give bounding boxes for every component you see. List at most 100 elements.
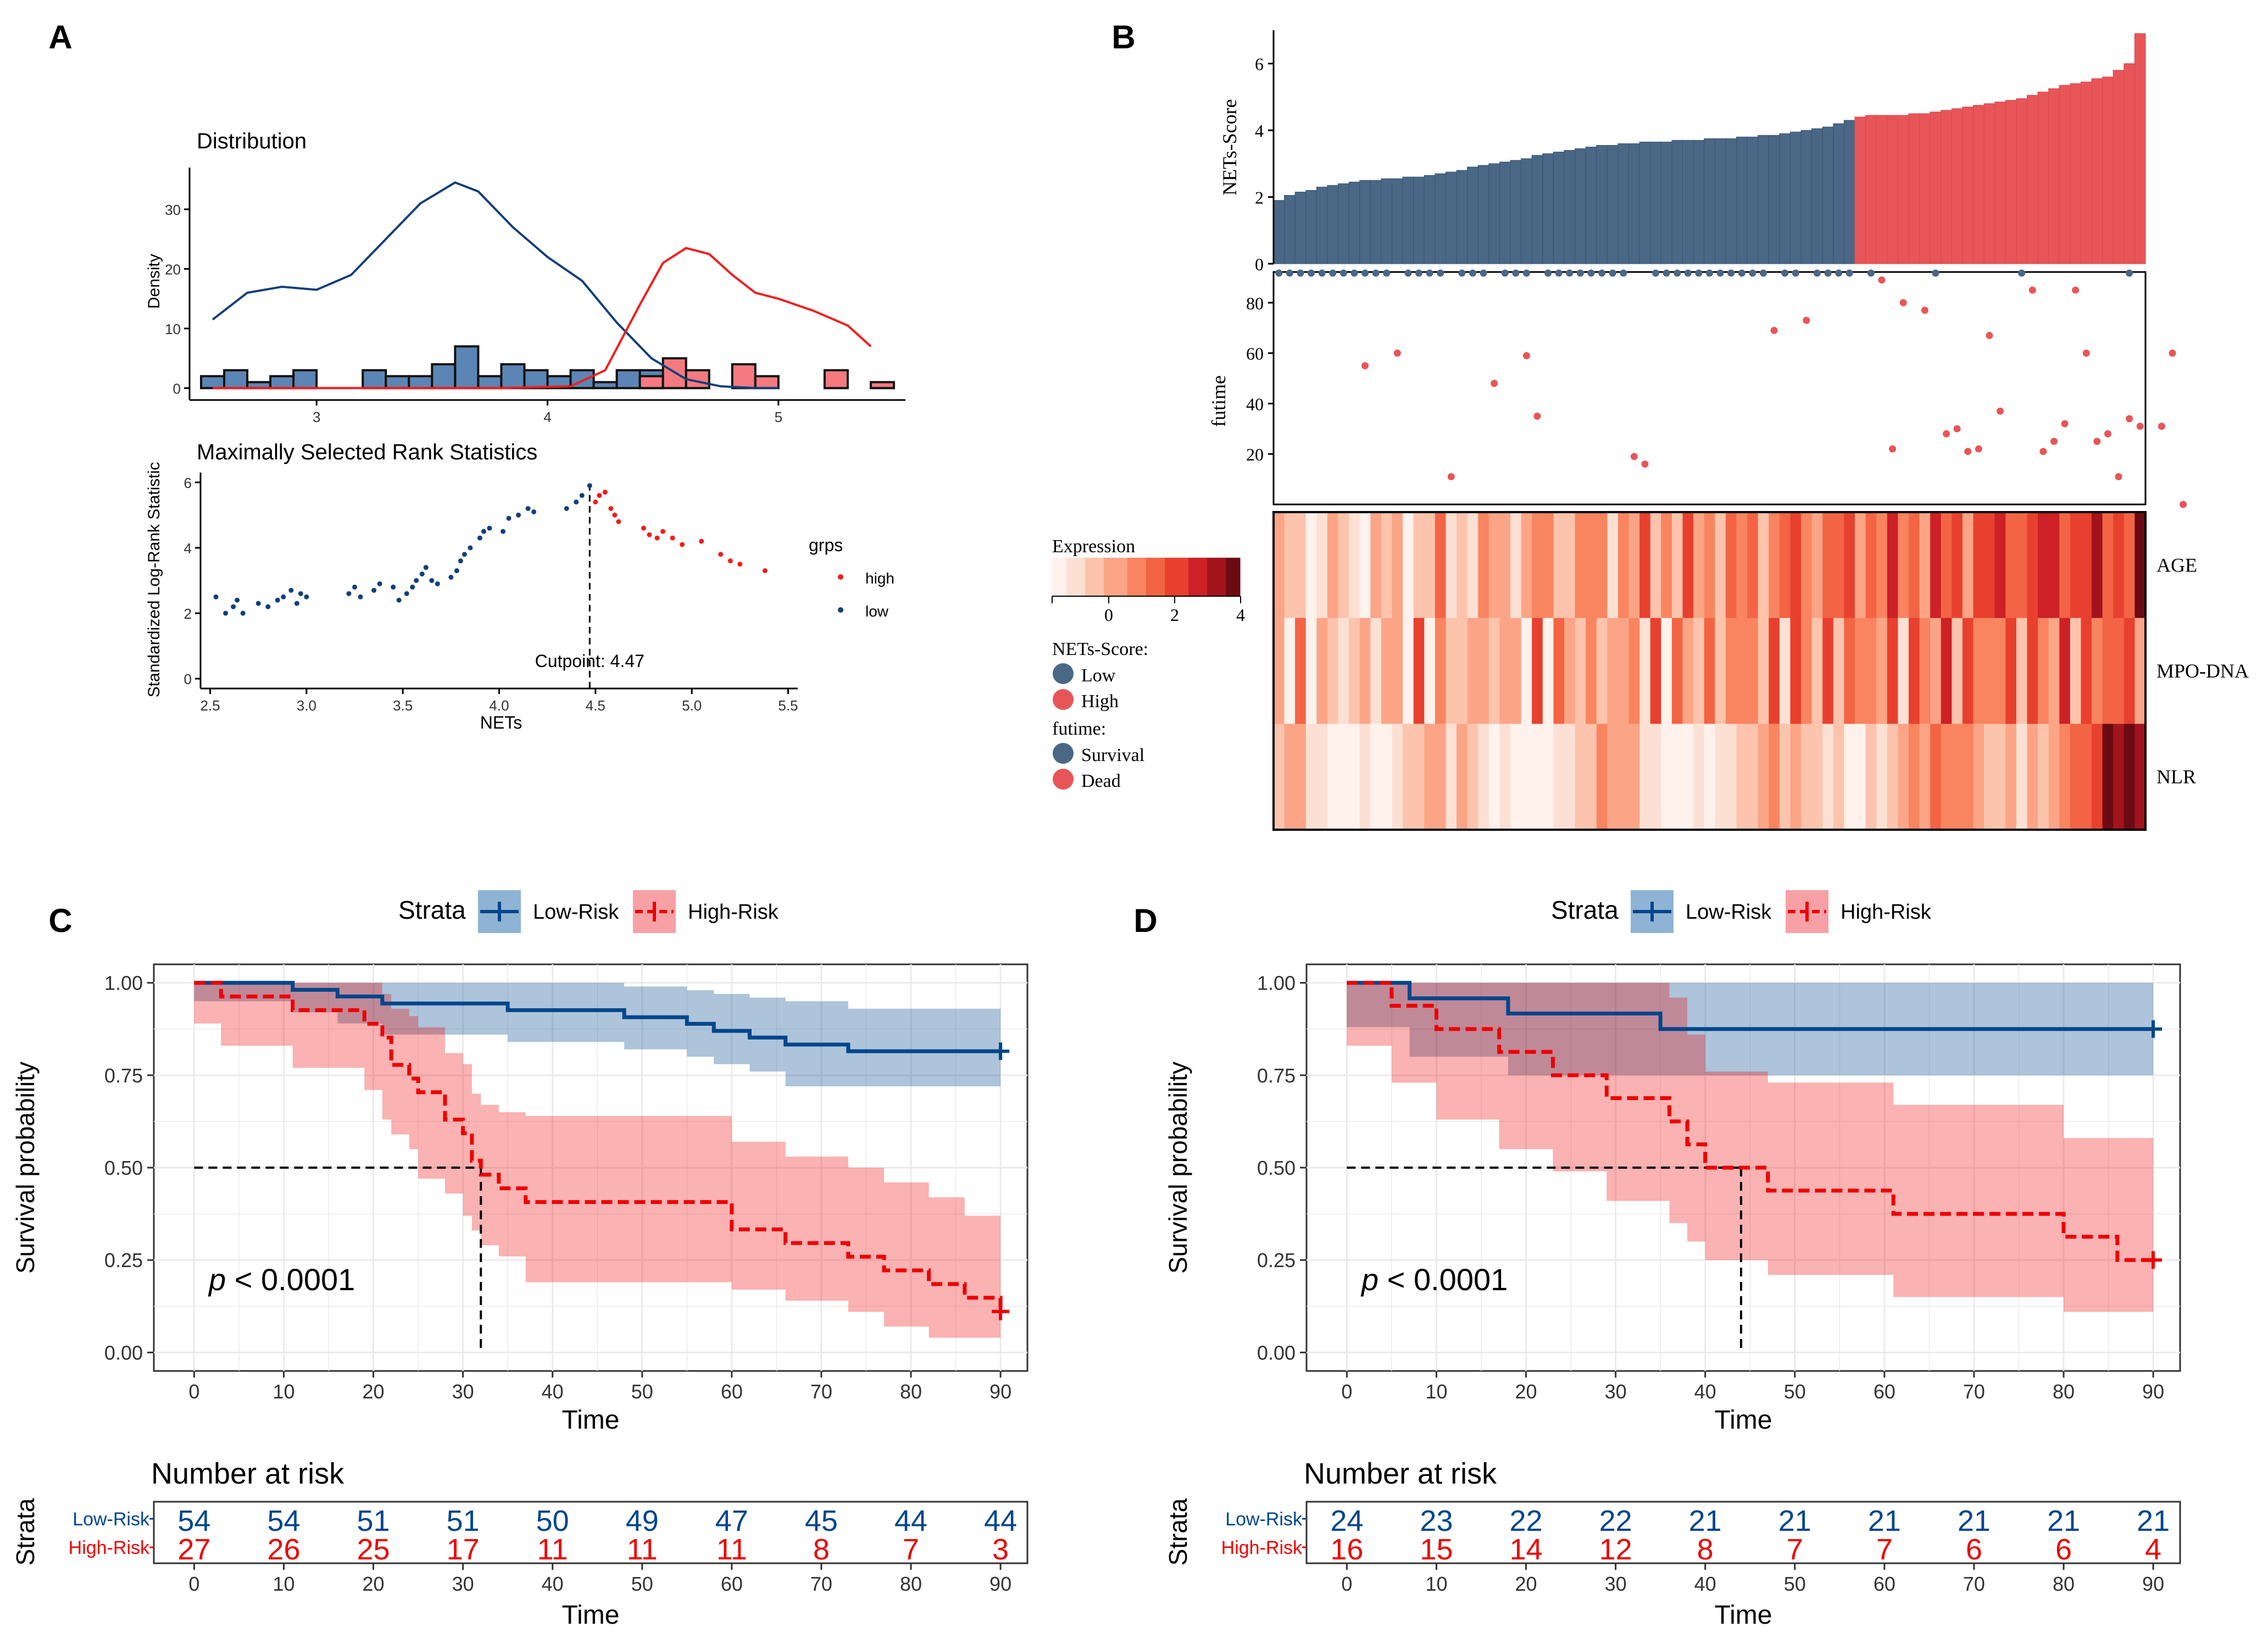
gradient-step bbox=[1057, 558, 1062, 596]
x-tick-label: 40 bbox=[542, 1380, 564, 1403]
dead-point bbox=[1889, 445, 1897, 453]
heatmap-cell bbox=[2113, 618, 2125, 724]
y-tick-label: 0.25 bbox=[1257, 1249, 1296, 1271]
heatmap-cell bbox=[1499, 512, 1511, 619]
gradient-step bbox=[1113, 558, 1119, 596]
point-low bbox=[423, 565, 429, 570]
score-bar bbox=[1811, 128, 1823, 264]
score-bar bbox=[1284, 195, 1296, 264]
gradient-step bbox=[1150, 558, 1156, 596]
heatmap-cell bbox=[2038, 724, 2049, 830]
y-tick-label: 60 bbox=[1246, 344, 1264, 364]
gradient-step bbox=[1066, 558, 1071, 596]
heatmap-cell bbox=[1478, 618, 1489, 724]
heatmap-cell bbox=[1941, 618, 1952, 724]
x-tick-label: 5 bbox=[775, 409, 782, 425]
risk-table-title: Number at risk bbox=[151, 1457, 344, 1490]
x-tick-label: 30 bbox=[1605, 1573, 1627, 1595]
survival-point bbox=[1749, 269, 1756, 277]
heatmap-cell bbox=[1510, 512, 1522, 619]
score-bar bbox=[1843, 120, 1855, 264]
legend-title: Strata bbox=[398, 896, 466, 924]
heatmap-cell bbox=[1747, 512, 1759, 619]
point-low bbox=[213, 594, 219, 599]
x-tick-label: 3 bbox=[313, 409, 320, 425]
dead-point bbox=[2050, 437, 2058, 445]
risk-count-high: 11 bbox=[716, 1533, 747, 1566]
curve-low-risk bbox=[194, 981, 1001, 1053]
score-bar bbox=[1575, 148, 1586, 264]
heatmap-cell bbox=[1865, 618, 1877, 724]
risk-count-low: 44 bbox=[894, 1504, 927, 1537]
risk-count-high: 12 bbox=[1599, 1533, 1632, 1566]
score-bar bbox=[1876, 115, 1888, 264]
x-tick-label: 5.0 bbox=[682, 697, 702, 714]
score-bar bbox=[1650, 141, 1661, 264]
heatmap-cell bbox=[1359, 618, 1371, 724]
heatmap-cell bbox=[2102, 724, 2114, 830]
heatmap-cell bbox=[1424, 618, 1436, 724]
survival-point bbox=[2018, 269, 2026, 277]
y-tick-label: 40 bbox=[1246, 394, 1264, 414]
legend-title: Strata bbox=[1551, 896, 1619, 924]
heatmap-cell bbox=[1446, 724, 1457, 830]
heatmap-cell bbox=[1338, 724, 1349, 830]
x-tick-label: 20 bbox=[363, 1573, 385, 1595]
legend-expression-title: Expression bbox=[1052, 536, 1135, 557]
x-tick-label: 80 bbox=[2053, 1380, 2075, 1403]
heatmap-cell bbox=[1542, 618, 1554, 724]
survival-point bbox=[1684, 269, 1692, 277]
point-low bbox=[414, 578, 419, 583]
heatmap-cell bbox=[2027, 724, 2038, 830]
y-tick-label: 30 bbox=[165, 202, 181, 218]
dead-point bbox=[1361, 362, 1369, 370]
heatmap-cell bbox=[1919, 512, 1931, 619]
heatmap-cell bbox=[1349, 512, 1360, 619]
score-bar bbox=[1887, 115, 1898, 264]
y-tick-label: 0 bbox=[1255, 254, 1264, 274]
x-tick-label: 4.0 bbox=[489, 697, 509, 714]
heatmap-cell bbox=[1553, 618, 1565, 724]
heatmap-cell bbox=[1617, 724, 1630, 830]
heatmap-cell bbox=[2005, 512, 2017, 619]
x-tick-label: 5.5 bbox=[778, 697, 798, 714]
panel-label: D bbox=[1133, 902, 1157, 939]
heatmap-cell bbox=[1532, 618, 1543, 724]
score-bar bbox=[2124, 63, 2135, 264]
risk-count-low: 22 bbox=[1599, 1504, 1632, 1537]
gradient-tick-label: 4 bbox=[1236, 605, 1245, 625]
point-low bbox=[255, 601, 261, 606]
point-high bbox=[608, 506, 614, 511]
heatmap-cell bbox=[1962, 618, 1974, 724]
dead-point bbox=[2082, 349, 2090, 357]
score-bar bbox=[1477, 165, 1489, 264]
score-bar bbox=[1951, 108, 1963, 264]
x-tick-label: 0 bbox=[1341, 1380, 1352, 1403]
survival-point bbox=[1566, 269, 1574, 277]
heatmap-cell bbox=[1392, 512, 1403, 619]
dead-point bbox=[2104, 430, 2111, 438]
survival-point bbox=[1458, 269, 1466, 277]
heatmap-cell bbox=[1693, 724, 1705, 830]
hist-bar-low bbox=[362, 369, 387, 390]
y-tick-label: 10 bbox=[165, 321, 181, 337]
risk-count-high: 7 bbox=[1787, 1533, 1803, 1566]
score-bar bbox=[1833, 123, 1844, 264]
legend-label-low: Low bbox=[1081, 665, 1116, 686]
risk-count-low: 21 bbox=[1958, 1504, 1991, 1537]
score-bar bbox=[1822, 126, 1834, 264]
risk-count-high: 25 bbox=[357, 1533, 390, 1566]
survival-point bbox=[1695, 269, 1703, 277]
x-tick-label: 60 bbox=[721, 1380, 743, 1403]
legend-key-high bbox=[1053, 689, 1074, 710]
heatmap-cell bbox=[1876, 618, 1888, 724]
dead-point bbox=[2039, 448, 2047, 456]
survival-point bbox=[1781, 269, 1789, 277]
heatmap-cell bbox=[1671, 724, 1683, 830]
point-high bbox=[647, 532, 652, 537]
gradient-tick-label: 0 bbox=[1104, 605, 1113, 625]
hist-bar-high bbox=[731, 363, 757, 390]
legend-score-title: NETs-Score: bbox=[1052, 639, 1148, 659]
risk-count-low: 54 bbox=[267, 1504, 300, 1537]
score-bar bbox=[1725, 138, 1737, 264]
